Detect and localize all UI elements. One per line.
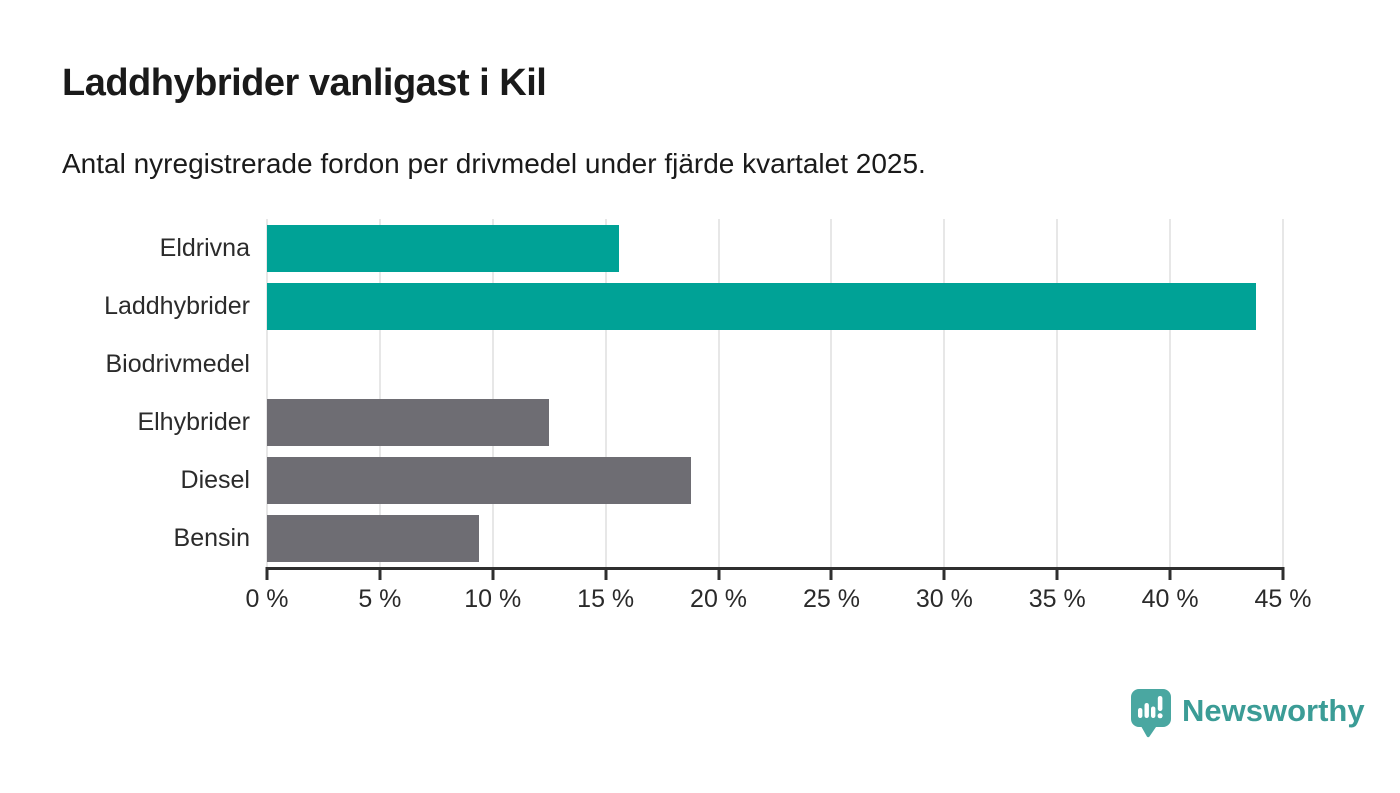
bar-laddhybrider xyxy=(267,282,1256,330)
x-tick-label-15: 15 % xyxy=(577,585,635,613)
x-tick-label-20: 20 % xyxy=(690,585,748,613)
x-tick-label-40: 40 % xyxy=(1141,585,1199,613)
gridline-40-percent xyxy=(1169,219,1172,568)
chart-title: Laddhybrider vanligast i Kil xyxy=(62,62,547,104)
newsworthy-wordmark: Newsworthy xyxy=(1182,693,1365,728)
gridline-5-percent xyxy=(378,219,381,568)
x-tick-40 xyxy=(1168,567,1172,580)
x-tick-20 xyxy=(717,567,721,580)
x-tick-label-5: 5 % xyxy=(358,585,402,613)
category-label-eldrivna: Eldrivna xyxy=(159,233,250,262)
bar-row-bensin xyxy=(267,510,1283,568)
x-tick-label-30: 30 % xyxy=(915,585,973,613)
bar-diesel xyxy=(267,457,692,505)
newsworthy-bubble-chart-icon xyxy=(1131,689,1171,738)
y-axis-category-labels: Eldrivna Laddhybrider Biodrivmedel Elhybrid… xyxy=(0,219,250,568)
x-tick-label-0: 0 % xyxy=(245,585,289,613)
x-tick-25 xyxy=(829,567,833,580)
x-tick-15 xyxy=(604,567,608,580)
x-tick-5 xyxy=(378,567,382,580)
gridline-0-percent xyxy=(266,219,268,568)
bar-row-eldrivna xyxy=(267,219,1283,277)
x-axis-line xyxy=(267,567,1283,570)
category-label-laddhybrider: Laddhybrider xyxy=(104,291,250,320)
bar-row-elhybrider xyxy=(267,394,1283,452)
category-label-elhybrider: Elhybrider xyxy=(137,408,250,437)
x-tick-label-45: 45 % xyxy=(1254,585,1312,613)
category-label-diesel: Diesel xyxy=(180,466,250,495)
bar-chart-plot-area xyxy=(266,219,1284,568)
x-tick-35 xyxy=(1055,567,1059,580)
gridline-10-percent xyxy=(491,219,494,568)
bar-row-diesel xyxy=(267,452,1283,510)
category-label-bensin: Bensin xyxy=(173,524,250,553)
x-tick-30 xyxy=(942,567,946,580)
x-tick-label-10: 10 % xyxy=(464,585,522,613)
gridline-15-percent xyxy=(604,219,607,568)
gridline-35-percent xyxy=(1056,219,1059,568)
bar-eldrivna xyxy=(267,224,620,272)
category-label-biodrivmedel: Biodrivmedel xyxy=(105,349,250,378)
gridline-20-percent xyxy=(717,219,720,568)
x-tick-label-25: 25 % xyxy=(802,585,860,613)
bar-elhybrider xyxy=(267,399,550,446)
newsworthy-logo: Newsworthy xyxy=(1130,688,1365,738)
gridline-45-percent xyxy=(1282,219,1284,568)
x-tick-label-35: 35 % xyxy=(1028,585,1086,613)
bar-row-laddhybrider xyxy=(267,277,1283,335)
gridline-25-percent xyxy=(830,219,833,568)
x-tick-0 xyxy=(265,567,269,580)
chart-subtitle: Antal nyregistrerade fordon per drivmede… xyxy=(62,148,926,179)
bar-row-biodrivmedel xyxy=(267,335,1283,393)
x-axis: 0 % 5 % 10 % 15 % 20 % 25 % 30 % 35 % 40 % 45 % xyxy=(245,567,1311,627)
x-tick-45 xyxy=(1281,567,1285,580)
bar-bensin xyxy=(267,515,480,563)
gridline-30-percent xyxy=(943,219,946,568)
x-tick-10 xyxy=(491,567,495,580)
